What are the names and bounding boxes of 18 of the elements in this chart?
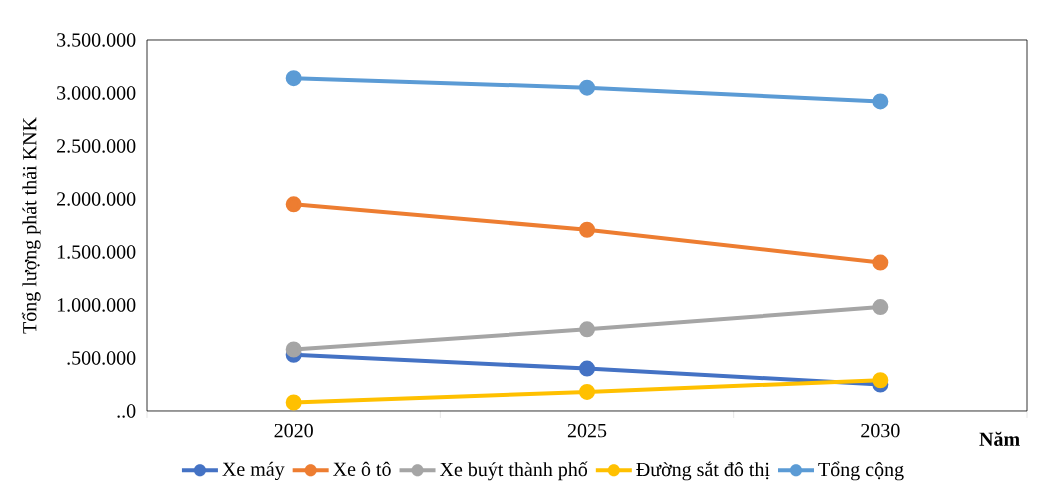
legend-label: Xe máy [222, 461, 285, 481]
x-tick-label: 2025 [567, 423, 607, 438]
legend-label: Xe ô tô [333, 461, 391, 476]
y-tick-label: 1.000.000 [57, 298, 136, 312]
x-tick-label: 2020 [274, 423, 313, 438]
legend-label: Tổng cộng [818, 461, 904, 481]
y-axis-title: Tổng lượng phát thải KNK [21, 117, 41, 334]
y-tick-label: 3.500.000 [57, 33, 136, 47]
y-tick-label: 3.000.000 [57, 86, 136, 100]
legend-label: Đường sắt đô thị [636, 461, 770, 481]
y-tick-label: ..0 [117, 404, 136, 418]
x-tick-label: 2030 [861, 423, 900, 438]
y-tick-label: 1.500.000 [57, 245, 136, 259]
legend-label: Xe buýt thành phố [439, 461, 588, 481]
x-axis-title: Năm [979, 431, 1020, 446]
y-tick-label: 2.500.000 [57, 139, 136, 153]
y-tick-label: 2.000.000 [57, 192, 136, 206]
y-tick-label: .500.000 [67, 351, 136, 365]
